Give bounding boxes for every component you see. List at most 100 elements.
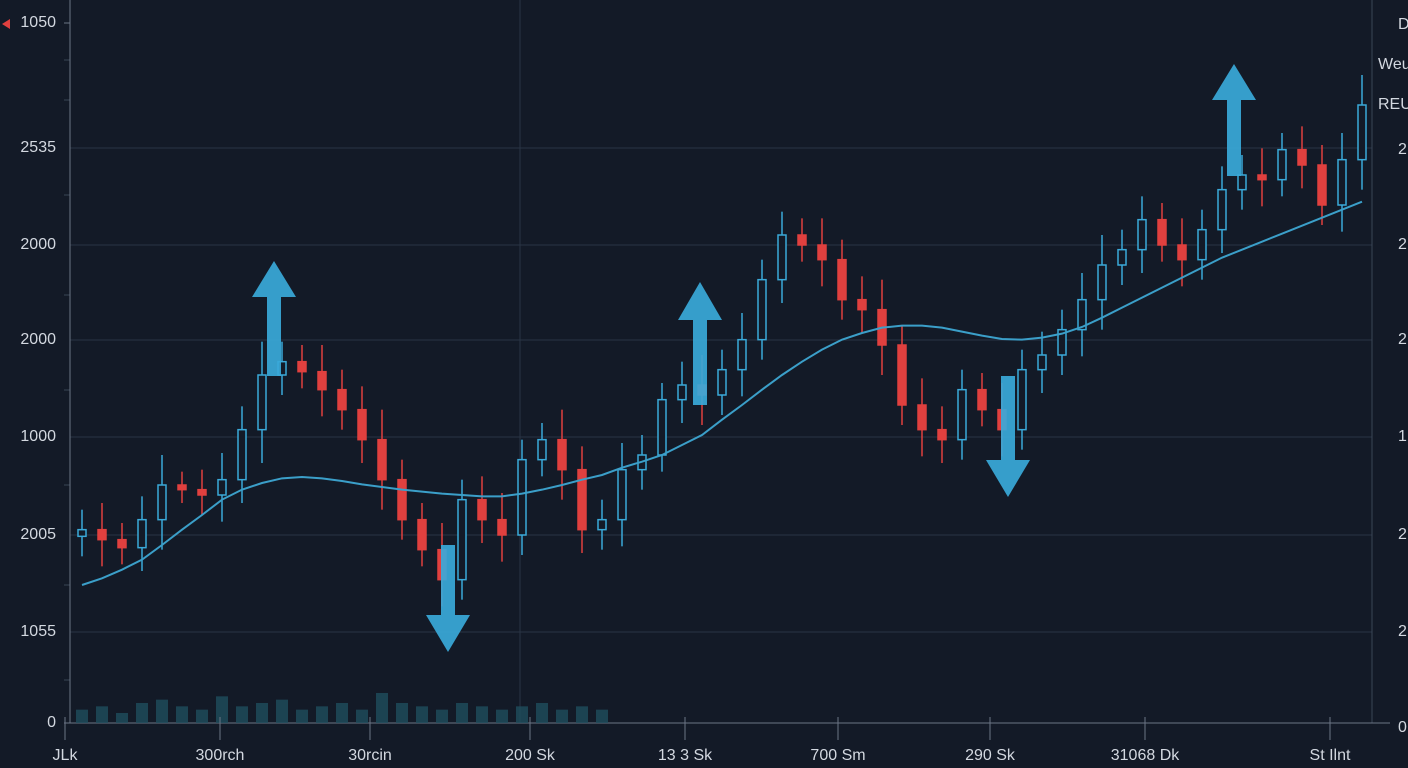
candle-body <box>817 244 827 261</box>
volume-bar <box>436 709 448 723</box>
volume-bar <box>116 713 128 723</box>
right-axis-label: D <box>1398 16 1408 33</box>
candle-body <box>117 538 127 549</box>
candle-body <box>1177 244 1187 261</box>
candle-body <box>777 234 787 281</box>
up-arrow <box>252 261 296 376</box>
candle-body <box>157 484 167 521</box>
candle-body <box>217 478 227 496</box>
y-axis-label: 2005 <box>20 526 56 543</box>
volume-bar <box>276 699 288 723</box>
candle-body <box>717 368 727 396</box>
x-tick-label: 13 3 Sk <box>658 747 713 764</box>
candle-body <box>837 258 847 301</box>
candle-body <box>177 484 187 491</box>
x-tick-label: 31068 Dk <box>1111 747 1180 764</box>
volume-bar <box>216 696 228 723</box>
candle-body <box>797 234 807 246</box>
candle-body <box>1237 174 1247 191</box>
down-arrow <box>986 376 1030 497</box>
candle-body <box>477 498 487 521</box>
x-tick-label: JLk <box>53 747 79 764</box>
candle-body <box>197 488 207 496</box>
candle-body <box>77 528 87 538</box>
right-axis-label: 2 <box>1398 236 1407 253</box>
y-axis-label: 2000 <box>20 331 56 348</box>
right-axis-label: 2 <box>1398 331 1407 348</box>
volume-bar <box>416 706 428 723</box>
x-tick-label: 200 Sk <box>505 747 556 764</box>
candle-body <box>857 298 867 311</box>
candle-body <box>1017 368 1027 431</box>
candle-body <box>1077 298 1087 331</box>
candle-body <box>137 518 147 549</box>
right-axis-label: 1 <box>1398 428 1407 445</box>
y-axis-label: 1055 <box>20 623 56 640</box>
candle-body <box>97 528 107 541</box>
x-tick-label: St Ilnt <box>1310 747 1351 764</box>
candle-body <box>557 438 567 471</box>
minor-ticks <box>64 59 70 681</box>
candle-body <box>657 398 667 456</box>
candle-body <box>537 438 547 461</box>
candle-body <box>357 408 367 441</box>
volume-bar <box>356 709 368 723</box>
candle-body <box>1297 148 1307 166</box>
volume-bar <box>96 706 108 723</box>
volume-bar <box>596 709 608 723</box>
up-arrow <box>678 282 722 405</box>
candle-body <box>1357 104 1367 161</box>
candle-body <box>917 404 927 431</box>
y-axis-label: 2000 <box>20 236 56 253</box>
right-axis-label: 0 <box>1398 719 1407 736</box>
candle-body <box>397 478 407 521</box>
volume-bar <box>156 699 168 723</box>
down-arrow <box>426 545 470 652</box>
y-axis-label: 1000 <box>20 428 56 445</box>
volume-bar <box>196 709 208 723</box>
right-axis-label: 2 <box>1398 526 1407 543</box>
candle-body <box>737 338 747 371</box>
candle-body <box>597 518 607 531</box>
candle-body <box>1037 354 1047 371</box>
corner-label: REU <box>1378 96 1408 113</box>
volume-bar <box>136 703 148 723</box>
marker <box>2 19 10 29</box>
up-arrow <box>1212 64 1256 176</box>
volume-bar <box>396 703 408 723</box>
candle-body <box>1257 174 1267 181</box>
candle-body <box>257 374 267 431</box>
candle-body <box>1217 188 1227 231</box>
candle-body <box>897 344 907 406</box>
volume-bar <box>296 709 308 723</box>
volume-bar <box>496 709 508 723</box>
volume-bar <box>376 693 388 723</box>
volume-bar <box>316 706 328 723</box>
volume-bar <box>556 709 568 723</box>
candle-body <box>617 468 627 521</box>
volume-bar <box>256 703 268 723</box>
y-tick-label: 1050 <box>20 14 56 31</box>
x-tick-label: 700 Sm <box>810 747 865 764</box>
x-tick-label: 300rch <box>196 747 245 764</box>
volume-bar <box>176 706 188 723</box>
candle-body <box>1337 158 1347 206</box>
candle-body <box>337 388 347 411</box>
volume-bar <box>576 706 588 723</box>
volume-bar <box>516 706 528 723</box>
y-axis-label: 2535 <box>20 139 56 156</box>
candle-body <box>237 428 247 481</box>
corner-label: Weu <box>1378 56 1408 73</box>
candle-body <box>1057 328 1067 356</box>
volume-bar <box>536 703 548 723</box>
candle-body <box>757 278 767 341</box>
volume-bar <box>336 703 348 723</box>
moving-average <box>81 200 1363 586</box>
candle-body <box>377 438 387 481</box>
annotations <box>252 64 1256 652</box>
right-axis-label: 2 <box>1398 623 1407 640</box>
volume-bar <box>476 706 488 723</box>
candle-body <box>1317 164 1327 206</box>
